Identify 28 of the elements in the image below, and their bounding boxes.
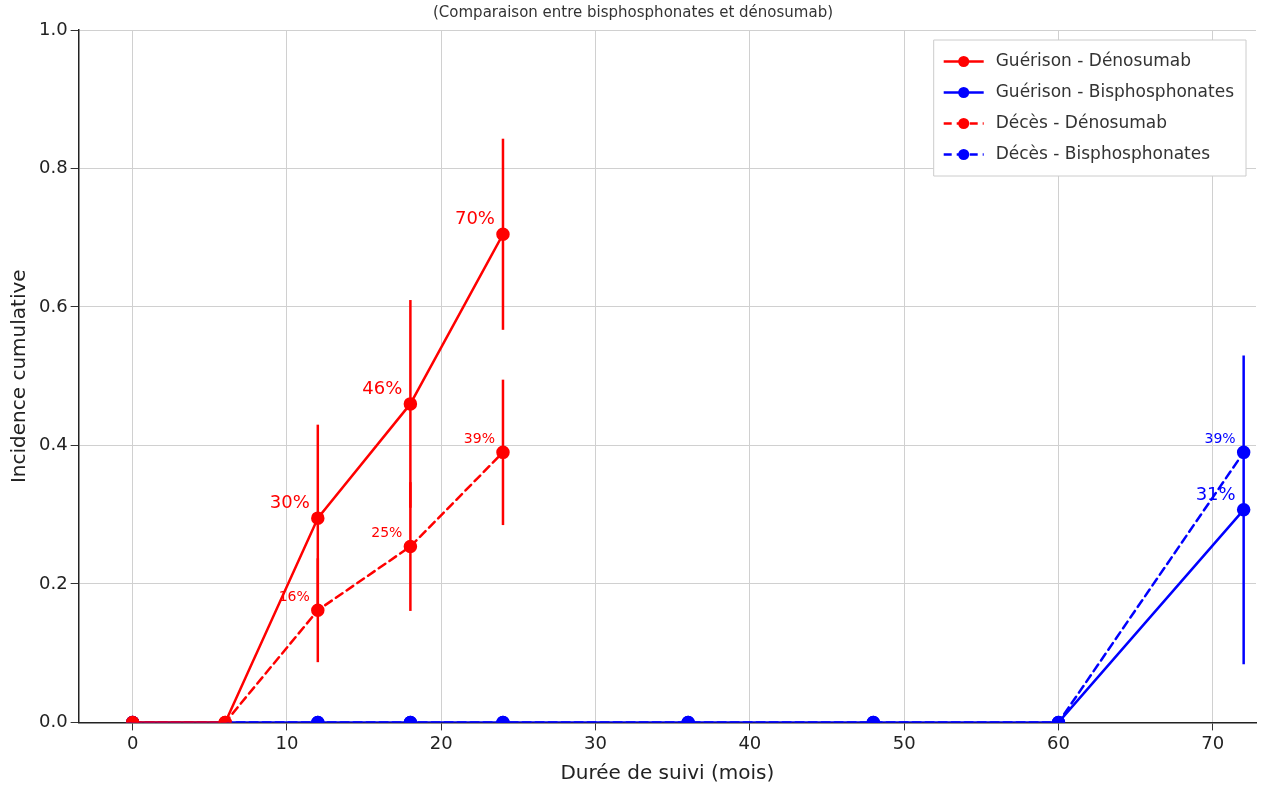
data-label: 25%	[371, 524, 403, 541]
chart-title: (Comparaison entre bisphosphonates et dénosumab)	[432, 2, 834, 21]
data-label: 46%	[362, 376, 403, 398]
x-tick-label: 0	[126, 731, 139, 753]
x-tick-label: 70	[1201, 731, 1225, 753]
x-tick-label: 10	[275, 731, 299, 753]
y-axis-title: Incidence cumulative	[6, 269, 31, 484]
legend-label: Guérison - Bisphosphonates	[995, 80, 1235, 101]
legend-label: Décès - Bisphosphonates	[995, 142, 1211, 163]
legend-label: Décès - Dénosumab	[995, 111, 1167, 132]
y-tick-label: 0.0	[38, 710, 68, 732]
x-tick-label: 30	[584, 731, 608, 753]
x-tick-label: 60	[1047, 731, 1070, 753]
data-label: 30%	[269, 490, 310, 512]
legend-label: Guérison - Dénosumab	[995, 49, 1191, 70]
y-tick-label: 0.6	[38, 294, 68, 316]
x-tick-label: 20	[429, 731, 453, 753]
data-label: 39%	[463, 430, 495, 446]
x-tick-label: 40	[738, 731, 762, 753]
y-tick-label: 0.8	[38, 156, 68, 178]
data-label: 39%	[1204, 430, 1236, 446]
y-tick-label: 0.4	[38, 433, 68, 455]
y-tick-label: 0.2	[38, 571, 68, 593]
x-axis-title: Durée de suivi (mois)	[560, 760, 775, 785]
y-tick-label: 1.0	[38, 17, 68, 39]
x-tick-label: 50	[892, 731, 916, 753]
data-label: 70%	[454, 206, 495, 228]
data-label: 31%	[1195, 482, 1236, 504]
